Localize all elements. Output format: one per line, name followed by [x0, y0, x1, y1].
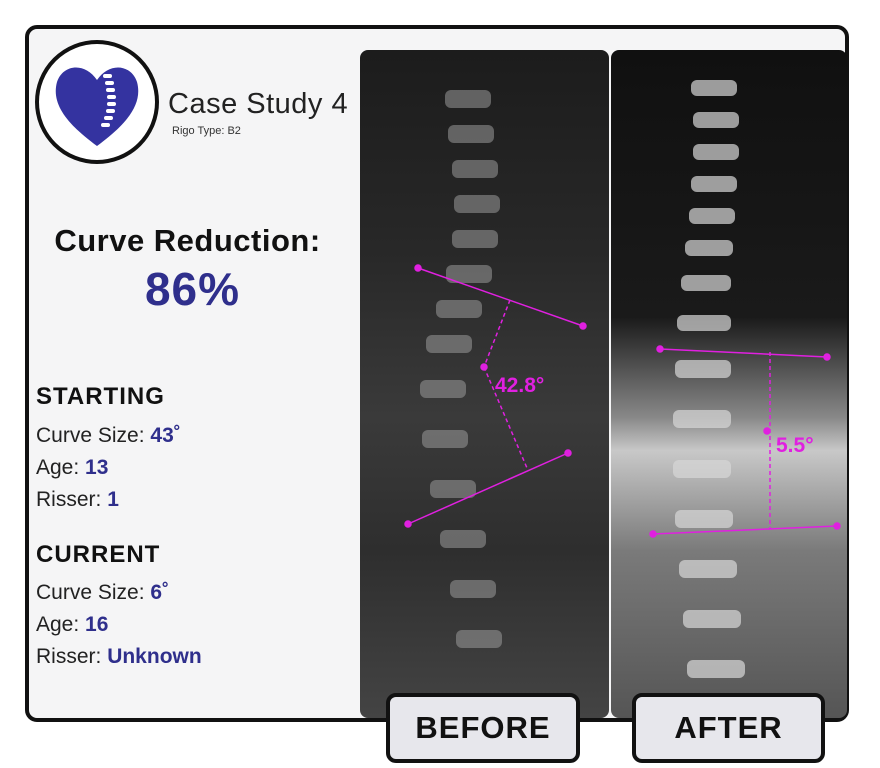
current-age-label: Age:	[36, 613, 80, 636]
after-xray-image: 5.5°	[611, 50, 847, 718]
current-age: Age: 16	[36, 613, 108, 637]
rigo-type: Rigo Type: B2	[172, 125, 241, 137]
current-curve-size: Curve Size: 6˚	[36, 581, 169, 605]
starting-curve-label: Curve Size:	[36, 424, 145, 447]
starting-age-label: Age:	[36, 456, 80, 479]
before-angle-label: 42.8°	[495, 374, 544, 397]
starting-risser: Risser: 1	[36, 488, 119, 512]
starting-curve-size: Curve Size: 43˚	[36, 424, 181, 448]
before-measurement-overlay: 42.8°	[404, 90, 587, 648]
logo	[35, 40, 159, 164]
after-angle-label: 5.5°	[776, 434, 814, 457]
page-title: Case Study 4	[168, 88, 349, 120]
curve-reduction-label: Curve Reduction:	[54, 223, 321, 258]
after-measurement-overlay: 5.5°	[649, 80, 841, 678]
vertebrae	[420, 90, 502, 648]
before-xray-image: 42.8°	[360, 50, 609, 718]
starting-age: Age: 13	[36, 456, 108, 480]
heart-spine-icon	[55, 67, 139, 146]
vertebrae	[673, 80, 745, 678]
before-label: BEFORE	[386, 693, 580, 763]
current-risser-value: Unknown	[107, 645, 202, 668]
starting-risser-label: Risser:	[36, 488, 102, 511]
after-label: AFTER	[632, 693, 825, 763]
starting-risser-value: 1	[107, 488, 119, 511]
current-risser: Risser: Unknown	[36, 645, 202, 669]
starting-age-value: 13	[85, 456, 109, 479]
starting-heading: STARTING	[36, 383, 165, 410]
current-risser-label: Risser:	[36, 645, 102, 668]
curve-reduction-value: 86%	[144, 263, 241, 315]
current-curve-value: 6˚	[150, 581, 170, 604]
current-age-value: 16	[85, 613, 109, 636]
starting-curve-value: 43˚	[150, 424, 181, 447]
current-heading: CURRENT	[36, 541, 161, 568]
current-curve-label: Curve Size:	[36, 581, 145, 604]
